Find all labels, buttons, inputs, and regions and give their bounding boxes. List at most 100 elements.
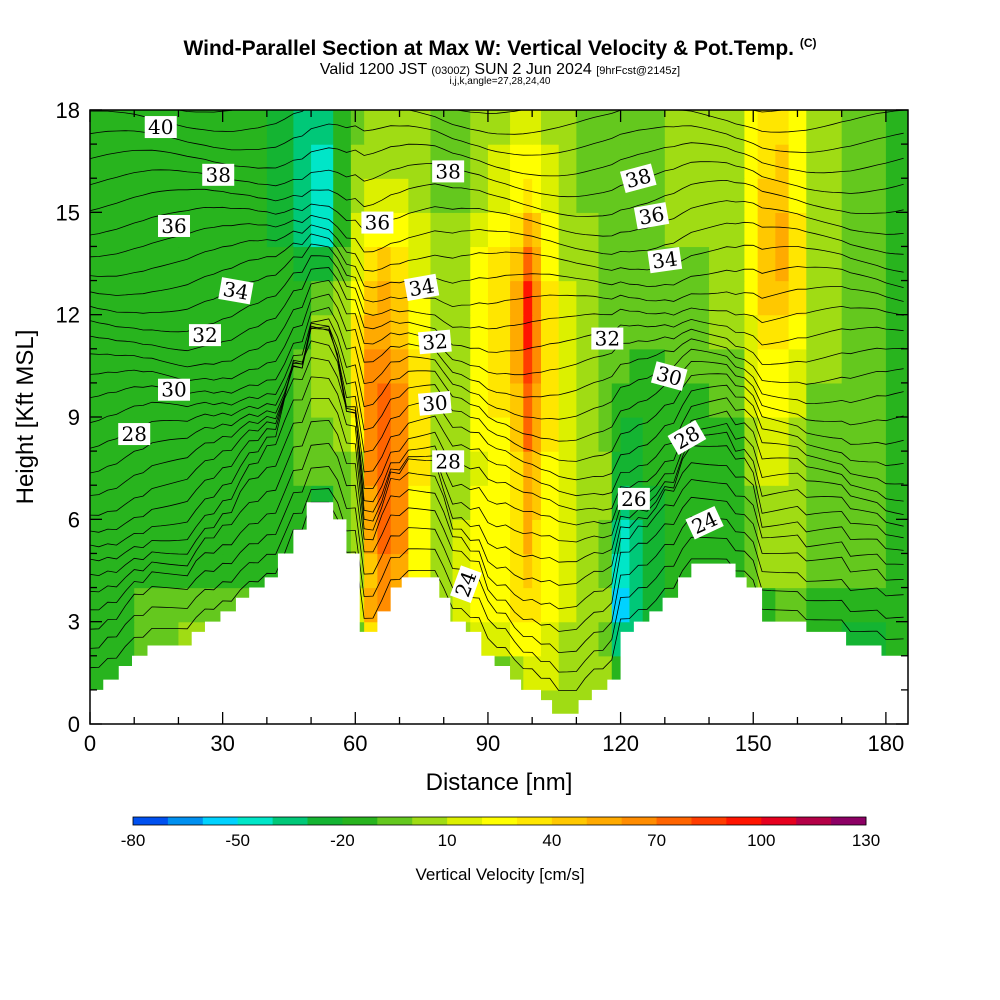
colorbar-swatch <box>167 817 204 825</box>
velocity-cell <box>885 280 908 316</box>
velocity-cell <box>806 212 843 248</box>
velocity-cell <box>222 382 268 418</box>
colorbar-swatch <box>621 817 658 825</box>
velocity-cell <box>757 314 776 350</box>
isentrope-line <box>90 398 904 586</box>
colorbar-tick-label: 40 <box>542 831 561 850</box>
velocity-cell <box>709 280 745 316</box>
velocity-cell <box>532 246 542 282</box>
velocity-cell <box>470 417 489 452</box>
velocity-cell <box>558 587 577 623</box>
velocity-cell <box>709 110 745 145</box>
velocity-cell <box>757 587 776 623</box>
velocity-cell <box>744 451 759 486</box>
velocity-cell <box>390 144 409 179</box>
velocity-cell <box>541 144 560 179</box>
velocity-cell <box>452 348 471 384</box>
isentrope-line <box>90 442 904 632</box>
colorbar-tick-label: 10 <box>438 831 457 850</box>
velocity-cell <box>541 348 560 384</box>
velocity-cell <box>629 110 644 145</box>
velocity-cell <box>266 212 294 248</box>
velocity-cell <box>558 553 577 589</box>
isentrope-line <box>90 224 904 277</box>
velocity-cell <box>744 178 759 213</box>
velocity-cell <box>664 451 710 486</box>
velocity-cell <box>134 348 180 384</box>
velocity-cell <box>90 519 135 555</box>
velocity-cell <box>523 144 533 179</box>
colorbar-tick-label: -50 <box>225 831 250 850</box>
velocity-cell <box>390 110 409 145</box>
velocity-cell <box>598 553 613 589</box>
velocity-cell <box>642 553 666 589</box>
velocity-cell <box>510 212 524 248</box>
contour-label-text: 36 <box>637 202 666 230</box>
velocity-cell <box>541 280 560 316</box>
velocity-cell <box>620 246 631 282</box>
velocity-cell <box>541 212 560 248</box>
velocity-cell <box>90 178 135 213</box>
velocity-cell <box>788 178 807 213</box>
velocity-cell <box>841 382 887 418</box>
velocity-cell <box>377 280 392 316</box>
velocity-cell <box>841 110 887 145</box>
velocity-cell <box>775 280 790 316</box>
isentrope-line <box>90 255 904 333</box>
velocity-cell <box>452 212 471 248</box>
contour-label: 36 <box>633 202 670 230</box>
velocity-cell <box>541 621 560 657</box>
colorbar-swatch <box>586 817 623 825</box>
contour-label-text: 32 <box>192 323 217 347</box>
velocity-cell <box>523 314 533 350</box>
velocity-cell <box>510 246 524 282</box>
velocity-cell <box>611 485 622 520</box>
contour-label-box <box>403 273 440 301</box>
velocity-cell <box>510 417 524 452</box>
velocity-cell <box>222 451 268 486</box>
velocity-cell <box>266 110 294 145</box>
velocity-cell <box>487 451 511 486</box>
velocity-cell <box>576 246 600 282</box>
velocity-cell <box>788 519 807 555</box>
velocity-cell <box>788 451 807 486</box>
velocity-cell <box>620 553 631 589</box>
velocity-cell <box>311 348 334 384</box>
velocity-cell <box>541 246 560 282</box>
velocity-cell <box>620 382 631 418</box>
velocity-cell <box>598 621 613 657</box>
velocity-cell <box>788 417 807 452</box>
velocity-cell <box>350 144 365 179</box>
velocity-cell <box>523 178 533 213</box>
velocity-cell <box>709 212 745 248</box>
velocity-cell <box>532 485 542 520</box>
velocity-cell <box>576 519 600 555</box>
velocity-cell <box>293 314 312 350</box>
contour-label-text: 34 <box>407 273 436 301</box>
velocity-cell <box>841 178 887 213</box>
velocity-cell <box>510 451 524 486</box>
velocity-cell <box>576 382 600 418</box>
velocity-cell <box>598 144 613 179</box>
velocity-cell <box>558 280 577 316</box>
contour-label: 36 <box>158 214 191 238</box>
velocity-cell <box>311 451 334 486</box>
contour-label-box <box>685 506 724 540</box>
velocity-cell <box>757 280 776 316</box>
velocity-cell <box>541 382 560 418</box>
velocity-cell <box>452 280 471 316</box>
velocity-cell <box>510 553 524 589</box>
velocity-cell <box>841 519 887 555</box>
x-tick-label: 30 <box>210 731 234 756</box>
contour-label-text: 34 <box>651 246 680 273</box>
velocity-cell <box>364 553 379 589</box>
velocity-cell <box>134 587 180 623</box>
velocity-cell <box>709 451 745 486</box>
velocity-cell <box>775 382 790 418</box>
contour-label-box <box>417 391 452 416</box>
velocity-cell <box>757 417 776 452</box>
velocity-cell <box>333 178 352 213</box>
pot-temp-contours <box>90 110 904 691</box>
velocity-cell <box>510 348 524 384</box>
